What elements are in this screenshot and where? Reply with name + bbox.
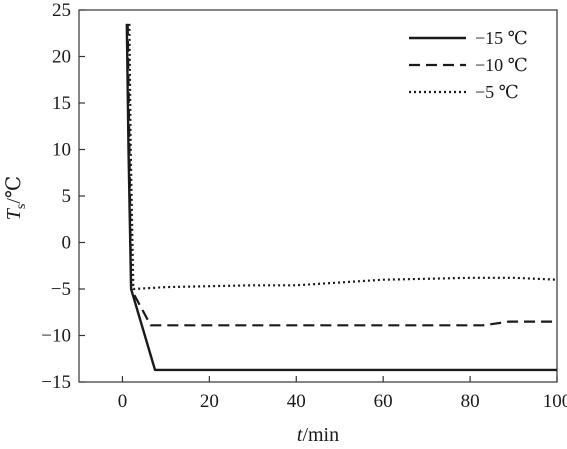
- y-tick-label: 25: [52, 0, 71, 21]
- x-tick-label: 0: [118, 391, 128, 412]
- y-tick-label: 20: [52, 47, 71, 68]
- y-tick-label: −10: [41, 326, 71, 347]
- x-axis: 0 20 40 60 80 100: [118, 376, 567, 412]
- y-axis: 25 20 15 10 5 0 −5 −10 −15: [41, 0, 85, 393]
- x-axis-title: t/min: [297, 424, 339, 446]
- y-tick-label: 5: [62, 186, 72, 207]
- legend-label-2: −10 ℃: [475, 55, 528, 75]
- y-tick-label: 10: [52, 140, 71, 161]
- y-tick-label: 15: [52, 93, 71, 114]
- series-layer: [125, 23, 558, 372]
- x-tick-label: 80: [461, 391, 480, 412]
- legend-label-1: −15 ℃: [475, 28, 528, 48]
- legend: −15 ℃ −10 ℃ −5 ℃: [409, 28, 528, 102]
- series-line-1: [125, 23, 557, 372]
- y-tick-label: −15: [41, 372, 71, 393]
- x-tick-label: 60: [374, 391, 393, 412]
- series-line-2: [126, 23, 557, 327]
- legend-label-3: −5 ℃: [475, 82, 519, 102]
- y-axis-title: Ts/℃: [3, 176, 29, 221]
- x-tick-label: 20: [200, 391, 219, 412]
- series-line-3: [128, 23, 558, 291]
- x-tick-label: 40: [287, 391, 306, 412]
- y-tick-label: −5: [51, 279, 71, 300]
- y-tick-label: 0: [62, 233, 72, 254]
- x-tick-label: 100: [543, 391, 567, 412]
